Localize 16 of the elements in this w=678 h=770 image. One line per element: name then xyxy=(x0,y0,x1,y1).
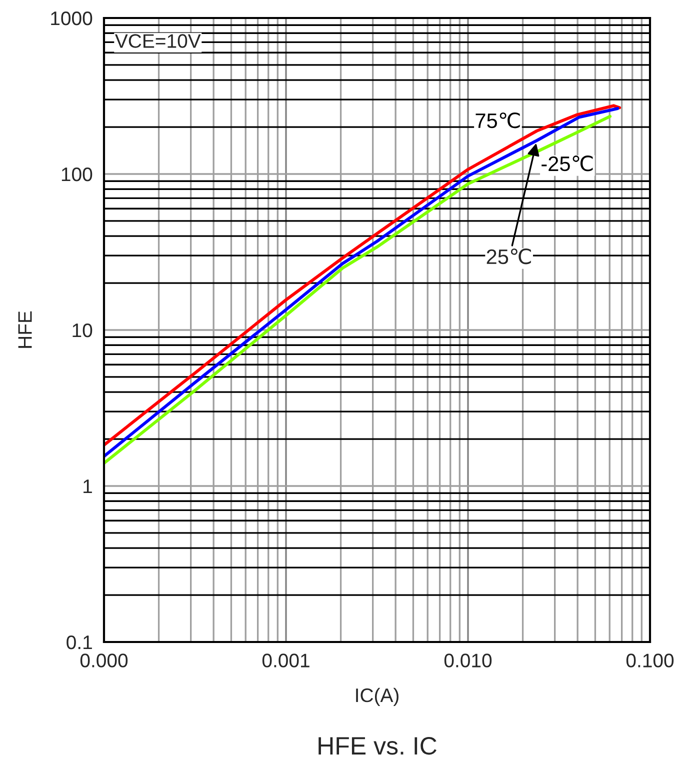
y-tick-label: 10 xyxy=(72,323,92,338)
y-tick-label: 1 xyxy=(84,480,92,494)
series-label: -25℃ xyxy=(542,156,593,172)
x-tick-label: 0.100 xyxy=(626,654,674,668)
y-axis-title: HFE xyxy=(18,311,32,348)
series-label: 75℃ xyxy=(476,112,520,128)
annotation: 25℃ xyxy=(486,248,531,264)
x-axis-title: IC(A) xyxy=(356,688,398,706)
x-tick-label: 0.000 xyxy=(80,654,128,668)
y-tick-label: 1000 xyxy=(51,11,92,26)
y-tick-label: 100 xyxy=(62,167,92,182)
text: HFE vs. IC xyxy=(318,737,436,755)
x-tick-label: 0.010 xyxy=(444,654,492,668)
annotation: VCE=10V xyxy=(115,34,201,48)
x-tick-label: 0.001 xyxy=(262,654,310,668)
y-tick-label: 0.1 xyxy=(66,635,92,650)
